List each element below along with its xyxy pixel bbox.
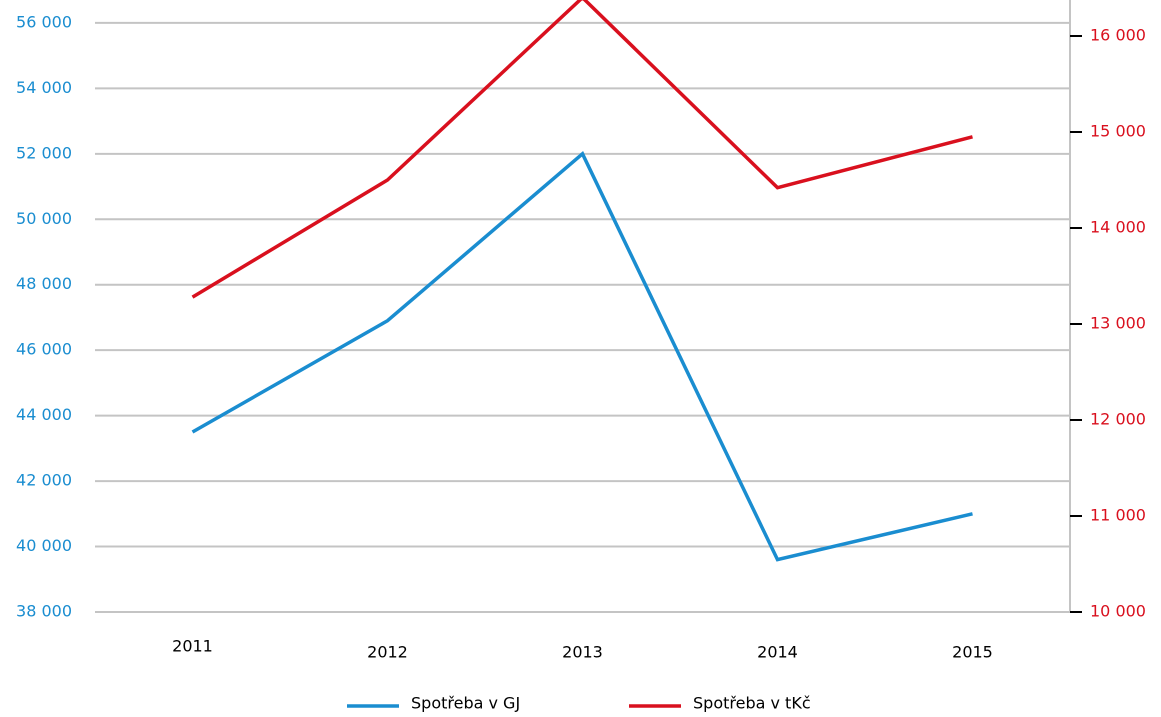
legend-label: Spotřeba v tKč <box>693 694 811 713</box>
series-line <box>191 151 973 562</box>
x-tick-label: 2013 <box>562 643 603 662</box>
y-tick-label: 56 000 <box>16 12 72 31</box>
y-tick-label: 54 000 <box>16 78 72 97</box>
y2-tick-label: 16 000 <box>1090 26 1146 45</box>
y2-tick-label: 10 000 <box>1090 602 1146 621</box>
x-tick-label: 2011 <box>172 637 213 656</box>
y-tick-label: 40 000 <box>16 536 72 555</box>
x-tick-label: 2015 <box>952 643 993 662</box>
y2-tick-label: 13 000 <box>1090 314 1146 333</box>
y2-tick-label: 14 000 <box>1090 218 1146 237</box>
y-tick-label: 50 000 <box>16 209 72 228</box>
y-tick-label: 38 000 <box>16 602 72 621</box>
x-tick-label: 2014 <box>757 643 798 662</box>
y-tick-label: 46 000 <box>16 340 72 359</box>
legend-label: Spotřeba v GJ <box>411 694 520 713</box>
y-tick-label: 42 000 <box>16 471 72 490</box>
y2-tick-label: 12 000 <box>1090 410 1146 429</box>
y2-tick-label: 15 000 <box>1090 122 1146 141</box>
y-tick-label: 48 000 <box>16 274 72 293</box>
y-tick-label: 52 000 <box>16 143 72 162</box>
y2-tick-label: 11 000 <box>1090 506 1146 525</box>
series-line <box>191 0 973 299</box>
x-tick-label: 2012 <box>367 643 408 662</box>
y-tick-label: 44 000 <box>16 405 72 424</box>
